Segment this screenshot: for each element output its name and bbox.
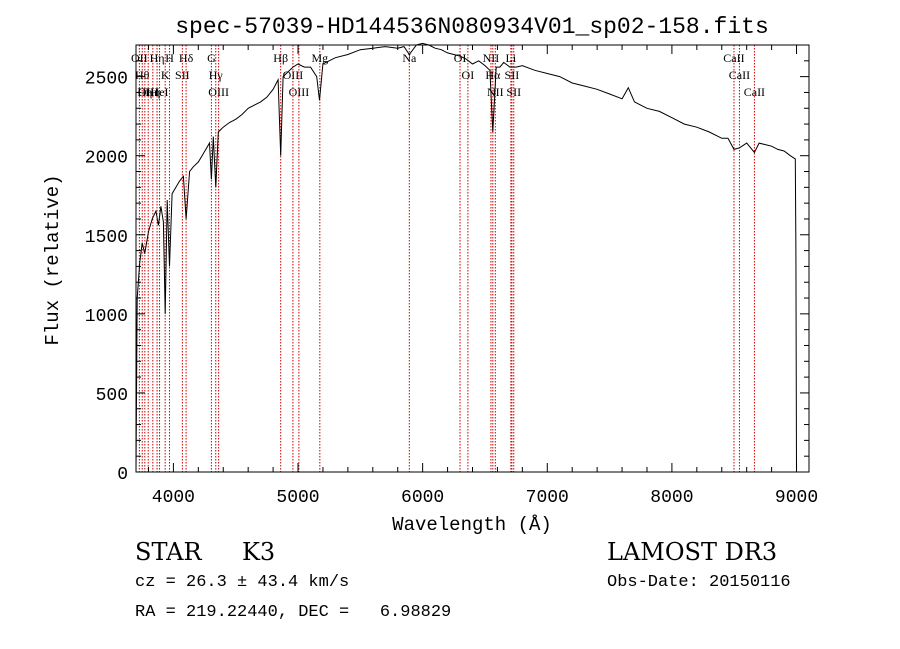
spectral-line-label: OI [454, 51, 467, 65]
x-tick-label: 9000 [775, 488, 818, 508]
spectral-line-label: Hβ [273, 51, 288, 65]
spectral-line-label: OIII [283, 68, 304, 82]
spectral-line-label: HeI [151, 85, 169, 99]
spectral-line-label: K [161, 68, 170, 82]
spectral-line-label: NII [483, 51, 500, 65]
spectral-line-label: NII [487, 85, 504, 99]
y-axis-label: Flux (relative) [42, 174, 64, 345]
chart-title: spec-57039-HD144536N080934V01_sp02-158.f… [175, 14, 769, 40]
x-tick-label: 5000 [276, 488, 319, 508]
spectral-line-label: G [207, 51, 216, 65]
spectral-line-label: Hη [145, 85, 160, 99]
y-tick-label: 1500 [85, 228, 128, 248]
x-tick-label: 6000 [401, 488, 444, 508]
spectral-line-label: Hθ [135, 68, 150, 82]
axis-ticks: 4000 5000 6000 7000 8000 9000 0 500 1000 1500 2000… [85, 45, 818, 508]
spectral-line-markers [138, 45, 755, 472]
spectral-line-label: Hδ [179, 51, 194, 65]
y-tick-label: 2500 [85, 70, 128, 90]
spectral-line-label: OI [462, 68, 475, 82]
spectral-line-label: CaII [744, 85, 765, 99]
plot-frame [135, 44, 810, 473]
spectral-line-label: SII [175, 68, 190, 82]
redshift-text: cz = 26.3 ± 43.4 km/s [135, 573, 350, 592]
spectral-line-label: Hγ [209, 68, 224, 82]
survey-label: LAMOST DR3 [607, 538, 778, 566]
spectral-line-label: OIII [208, 85, 229, 99]
x-tick-label: 7000 [526, 488, 569, 508]
spectral-line-label: OII [131, 51, 148, 65]
spectral-line-label: OIII [289, 85, 310, 99]
spectrum-line [135, 42, 797, 473]
spectral-line-label: SII [505, 68, 520, 82]
obs-date-text: Obs-Date: 20150116 [607, 573, 791, 592]
y-tick-label: 500 [96, 386, 128, 406]
spectral-line-label: Hη [150, 51, 165, 65]
y-tick-label: 1000 [85, 307, 128, 327]
spectral-line-label: CaII [729, 68, 750, 82]
spectral-line-label: H [165, 51, 174, 65]
spectral-line-label: Na [402, 51, 417, 65]
spectral-line-label: OIII [138, 85, 159, 99]
spectral-line-label: CaII [723, 51, 744, 65]
x-tick-label: 4000 [152, 488, 195, 508]
spectral-line-label: SII [506, 85, 521, 99]
spectral-line-label: Hη [137, 85, 152, 99]
coordinates-text: RA = 219.22440, DEC = 6.98829 [135, 603, 452, 622]
y-tick-label: 0 [117, 465, 128, 485]
spectral-line-label: Li [506, 51, 517, 65]
y-tick-label: 2000 [85, 149, 128, 169]
spectral-line-label: Mg [311, 51, 328, 65]
x-tick-label: 8000 [650, 488, 693, 508]
object-class: STAR [135, 538, 202, 566]
spectral-line-label: Hα [485, 68, 501, 82]
x-axis-label: Wavelength (Å) [392, 514, 552, 536]
object-subclass: K3 [242, 538, 276, 566]
